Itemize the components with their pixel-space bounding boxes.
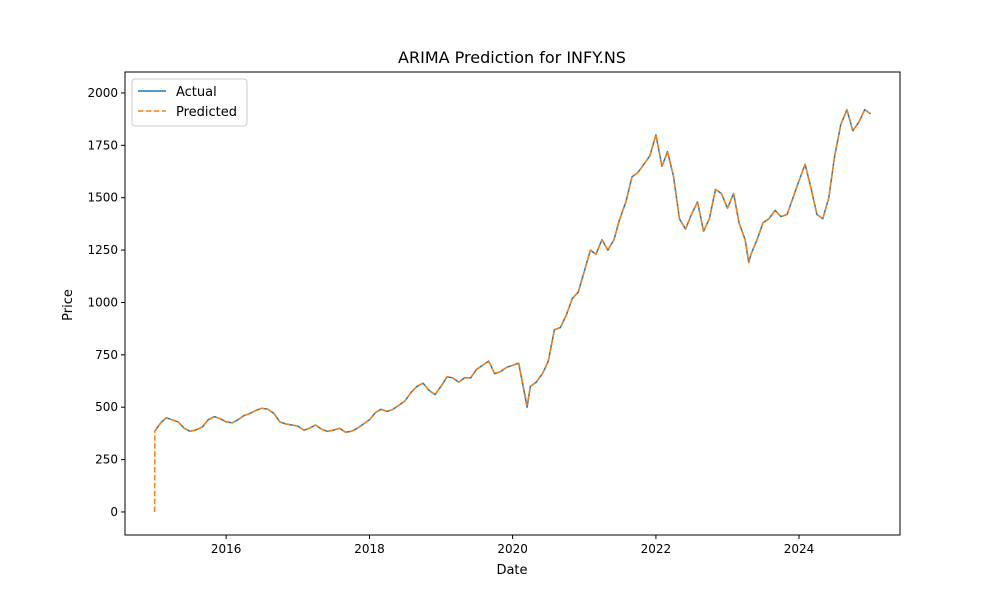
y-tick-label: 750 xyxy=(95,348,118,362)
x-tick-label: 2016 xyxy=(211,542,242,556)
legend: Actual Predicted xyxy=(131,78,248,127)
series-line-predicted xyxy=(153,108,872,513)
y-tick-label: 1750 xyxy=(87,138,118,152)
axes-frame xyxy=(124,71,901,536)
y-axis-ticks: 0 250 500 750 1000 1250 1500 1750 2000 xyxy=(87,86,125,519)
chart-title: ARIMA Prediction for INFY.NS xyxy=(398,48,626,67)
y-tick-label: 1000 xyxy=(87,295,118,309)
y-tick-label: 2000 xyxy=(87,86,118,100)
legend-label-predicted: Predicted xyxy=(176,105,237,120)
y-tick-label: 250 xyxy=(95,453,118,467)
x-tick-label: 2018 xyxy=(354,542,385,556)
x-tick-label: 2024 xyxy=(784,542,815,556)
x-axis-ticks: 2016 2018 2020 2022 2024 xyxy=(211,535,814,556)
y-tick-label: 1250 xyxy=(87,243,118,257)
legend-label-actual: Actual xyxy=(176,85,217,100)
y-axis-label: Price xyxy=(61,289,76,321)
x-tick-label: 2022 xyxy=(641,542,672,556)
y-tick-label: 0 xyxy=(110,505,118,519)
plot-area xyxy=(153,108,872,513)
y-tick-label: 1500 xyxy=(87,191,118,205)
x-axis-label: Date xyxy=(496,563,527,578)
x-tick-label: 2020 xyxy=(497,542,528,556)
y-tick-label: 500 xyxy=(95,400,118,414)
